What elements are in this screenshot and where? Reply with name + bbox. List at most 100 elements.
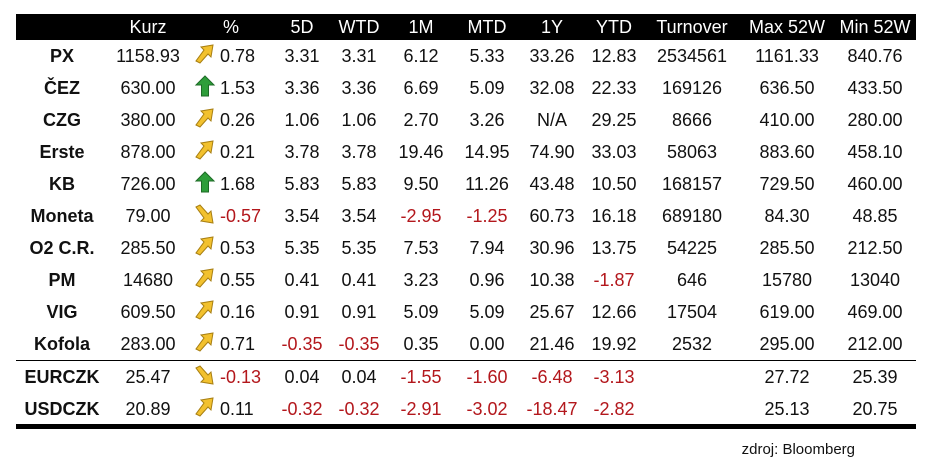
m1-cell: 5.09	[403, 301, 439, 322]
arrow-down-right-icon	[194, 203, 216, 230]
percent-change-cell: 1.53	[188, 72, 274, 104]
y1-cell: 32.08	[529, 77, 575, 98]
kurz-cell: 79.00	[125, 205, 171, 226]
percent-change-cell: -0.57	[188, 200, 274, 232]
y1-cell: 30.96	[529, 237, 575, 258]
max52-cell: 295.00	[759, 333, 815, 354]
mtd-cell: -1.60	[454, 360, 520, 393]
market-table-container: Kurz% 5D WTD 1M MTD 1Y YTD Turnover Max 52W Min 5…	[16, 14, 916, 425]
percent-change-value: -0.13	[220, 366, 262, 387]
percent-change-cell: 0.71	[188, 328, 274, 361]
column-header: Kurz	[129, 16, 167, 37]
ytd-cell: 22.33	[591, 77, 637, 98]
max52-cell: 729.50	[759, 173, 815, 194]
turnover-cell: 689180	[661, 205, 723, 226]
turnover-cell: 58063	[666, 141, 718, 162]
m1-cell: 3.23	[403, 269, 439, 290]
ytd-cell: 13.75	[591, 237, 637, 258]
max52-cell: 410.00	[759, 109, 815, 130]
wtd-cell: 0.41	[341, 269, 377, 290]
d5-cell: 5.35	[284, 237, 320, 258]
percent-change-value: 0.55	[220, 269, 256, 290]
percent-change-value: 0.78	[220, 45, 256, 66]
percent-change-value: 0.26	[220, 109, 256, 130]
turnover-cell: 2534561	[656, 45, 728, 66]
max52-cell: 1161.33	[755, 45, 819, 66]
kurz-cell: 1158.93	[116, 45, 180, 66]
row-label: USDCZK	[24, 398, 100, 419]
column-header: 1M	[408, 16, 434, 37]
row-label: EURCZK	[16, 360, 108, 393]
column-header: Max 52W	[748, 16, 826, 37]
table-body: PX 1158.93 0.78 3.31 3.31 6.12 5.33 33.26 12.83 2…	[16, 40, 916, 425]
m1-cell: -2.91	[400, 398, 442, 419]
market-table: Kurz% 5D WTD 1M MTD 1Y YTD Turnover Max 52W Min 5…	[16, 14, 916, 425]
percent-change-value: 1.53	[220, 77, 256, 98]
percent-change-cell: 0.11	[188, 393, 274, 425]
max52-cell: 619.00	[759, 301, 815, 322]
kurz-cell: 283.00	[120, 333, 176, 354]
y1-cell: 60.73	[529, 205, 575, 226]
min52-cell: 25.39	[834, 360, 916, 393]
wtd-cell: 3.78	[341, 141, 377, 162]
max52-cell: 25.13	[764, 398, 810, 419]
kurz-cell: 609.50	[120, 301, 176, 322]
ytd-cell: 19.92	[591, 333, 637, 354]
y1-cell: -6.48	[520, 360, 584, 393]
arrow-down-right-icon	[194, 364, 216, 391]
max52-cell: 84.30	[764, 205, 810, 226]
column-header: Turnover	[656, 16, 728, 37]
ytd-cell: 16.18	[591, 205, 637, 226]
table-row: KB 726.00 1.68 5.83 5.83 9.50 11.26 43.48 10.50 1…	[16, 168, 916, 200]
turnover-cell: 646	[676, 269, 708, 290]
min52-cell: 433.50	[847, 77, 903, 98]
turnover-cell	[644, 393, 740, 425]
mtd-cell: -1.25	[466, 205, 508, 226]
ytd-cell: -2.82	[593, 398, 635, 419]
arrow-up-right-icon	[194, 139, 216, 166]
kurz-cell: 878.00	[120, 141, 176, 162]
turnover-cell: 2532	[671, 333, 713, 354]
wtd-cell: 3.31	[341, 45, 377, 66]
column-header: 5D	[290, 16, 314, 37]
ytd-cell: 12.83	[591, 45, 637, 66]
percent-change-value: 0.53	[220, 237, 256, 258]
kurz-cell: 380.00	[120, 109, 176, 130]
mtd-cell: -3.02	[466, 398, 508, 419]
ytd-cell: 10.50	[591, 173, 637, 194]
y1-cell: 25.67	[529, 301, 575, 322]
m1-cell: -1.55	[388, 360, 454, 393]
d5-cell: 3.36	[284, 77, 320, 98]
percent-change-value: -0.57	[220, 205, 262, 226]
m1-cell: 9.50	[403, 173, 439, 194]
y1-cell: N/A	[536, 109, 567, 130]
d5-cell: 0.91	[284, 301, 320, 322]
row-label: Kofola	[34, 333, 90, 354]
d5-cell: 3.31	[284, 45, 320, 66]
wtd-cell: 0.91	[341, 301, 377, 322]
arrow-up-right-icon	[194, 107, 216, 134]
row-label: PX	[49, 45, 74, 66]
percent-change-value: 0.71	[220, 333, 256, 354]
m1-cell: 6.12	[403, 45, 439, 66]
m1-cell: 19.46	[398, 141, 444, 162]
wtd-cell: 0.04	[330, 360, 388, 393]
column-header: Min 52W	[839, 16, 911, 37]
row-label: Erste	[39, 141, 85, 162]
percent-change-cell: 1.68	[188, 168, 274, 200]
y1-cell: 43.48	[529, 173, 575, 194]
d5-cell: 5.83	[284, 173, 320, 194]
percent-change-cell: -0.13	[188, 360, 274, 393]
turnover-cell: 17504	[666, 301, 718, 322]
row-label: ČEZ	[44, 77, 80, 98]
percent-change-cell: 0.26	[188, 104, 274, 136]
percent-change-cell: 0.16	[188, 296, 274, 328]
kurz-cell: 14680	[122, 269, 174, 290]
arrow-up-right-icon	[194, 267, 216, 294]
min52-cell: 20.75	[852, 398, 898, 419]
y1-cell: 33.26	[529, 45, 575, 66]
row-label: KB	[49, 173, 75, 194]
min52-cell: 13040	[849, 269, 901, 290]
m1-cell: 0.35	[403, 333, 439, 354]
table-row: EURCZK 25.47 -0.13 0.04 0.04 -1.55 -1.60 -6.48-…	[16, 360, 916, 393]
